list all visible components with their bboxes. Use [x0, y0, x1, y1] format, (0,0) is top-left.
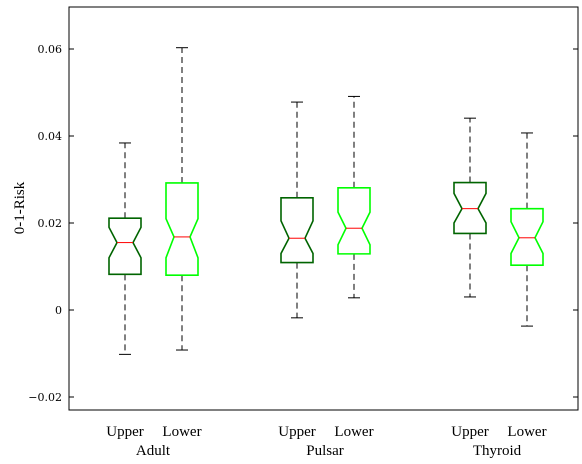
notched-box: [165, 182, 199, 277]
box-thyroid-upper: [453, 117, 487, 298]
box-pulsar-upper: [280, 101, 314, 319]
box-label: Upper: [106, 424, 144, 440]
notched-box: [280, 196, 314, 264]
y-tick-label: 0.02: [38, 217, 63, 230]
notched-box: [337, 186, 371, 255]
y-tick-label: 0: [55, 304, 62, 317]
notched-box: [453, 181, 487, 235]
notched-box: [510, 207, 544, 266]
plot-frame: [68, 6, 579, 411]
y-tick-label: 0.06: [38, 43, 63, 56]
y-tick-label: −0.02: [28, 391, 62, 404]
x-labels: Upper Lower Adult Upper Lower Pulsar Upper Lowe…: [106, 424, 546, 459]
box-adult-upper: [108, 142, 142, 355]
box-label: Lower: [162, 424, 201, 440]
box-label: Upper: [451, 424, 489, 440]
notched-box: [108, 217, 142, 276]
box-adult-lower: [165, 47, 199, 351]
y-tick-label: 0.04: [38, 130, 63, 143]
box-pulsar-lower: [337, 95, 371, 299]
box-label: Lower: [334, 424, 373, 440]
group-label: Thyroid: [473, 443, 522, 459]
group-label: Pulsar: [306, 443, 344, 459]
group-label: Adult: [136, 443, 171, 459]
box-label: Lower: [507, 424, 546, 440]
box-thyroid-lower: [510, 132, 544, 327]
box-label: Upper: [278, 424, 316, 440]
boxes: [108, 47, 544, 355]
y-axis-label: 0-1-Risk: [12, 181, 28, 234]
y-ticks: −0.02 0 0.02 0.04 0.06: [28, 43, 578, 404]
